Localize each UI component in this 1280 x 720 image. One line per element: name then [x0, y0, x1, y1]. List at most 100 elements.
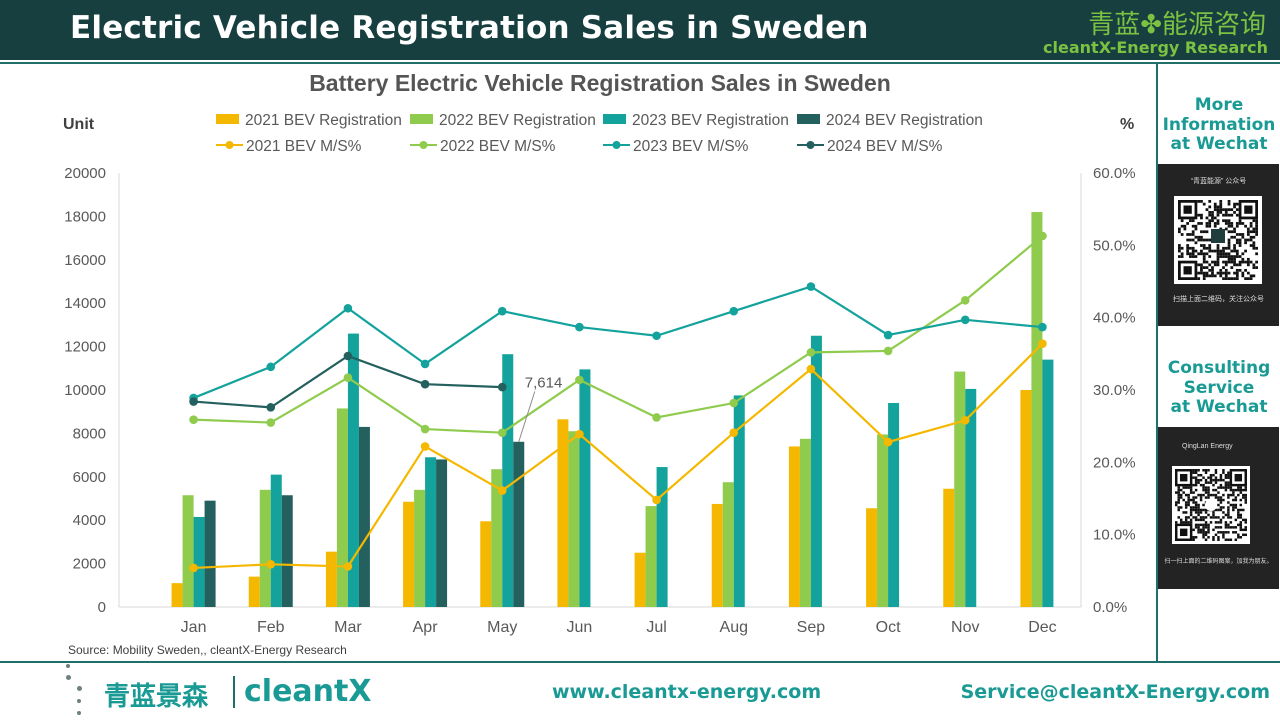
qr-module — [1200, 271, 1203, 275]
qr-module — [1216, 211, 1220, 214]
qr-module — [1230, 260, 1234, 264]
y2-tick-label: 20.0% — [1093, 454, 1136, 471]
qr-module — [1224, 481, 1228, 484]
qr-module — [1189, 521, 1193, 524]
qr-module — [1211, 216, 1214, 220]
qr-module — [1239, 486, 1243, 489]
qr-module — [1227, 202, 1231, 206]
qr-module — [1202, 266, 1206, 269]
qr-module — [1224, 211, 1228, 214]
bar — [1020, 390, 1032, 607]
qr-module — [1235, 202, 1239, 206]
qr-module — [1189, 491, 1193, 494]
qr-module — [1209, 516, 1213, 519]
qr-module — [1222, 498, 1225, 502]
bar — [480, 521, 492, 607]
qr-module — [1219, 200, 1223, 203]
website-link[interactable]: www.cleantx-energy.com — [552, 681, 822, 703]
qr-module — [1200, 252, 1203, 256]
qr-module — [1207, 493, 1210, 497]
qr-module — [1214, 481, 1218, 484]
email-link[interactable]: Service@cleantX-Energy.com — [960, 681, 1270, 703]
qr-module — [1237, 486, 1240, 489]
qr-module — [1233, 246, 1236, 250]
qr-module — [1234, 488, 1238, 492]
qr-module — [1235, 263, 1239, 267]
qr-module — [1216, 249, 1220, 253]
qr-module — [1200, 235, 1203, 239]
qr-module — [1186, 244, 1190, 247]
qr-module — [1184, 511, 1188, 514]
chart-title: Battery Electric Vehicle Registration Sa… — [309, 70, 891, 96]
line-point — [420, 379, 430, 389]
qr-module — [1230, 213, 1234, 217]
qr-module — [1233, 260, 1236, 264]
qr-module — [1177, 516, 1180, 519]
qr-module — [1209, 476, 1213, 479]
qr-module — [1202, 476, 1205, 479]
y-tick-label: 20000 — [64, 165, 106, 182]
qr-module — [1222, 506, 1225, 509]
legend-label: 2022 BEV Registration — [439, 112, 596, 129]
qr-module — [1227, 244, 1231, 247]
qr-module — [1252, 244, 1256, 247]
chart-lines — [189, 231, 1047, 573]
qr-module — [1219, 208, 1223, 212]
line-point — [189, 415, 198, 424]
qr-module — [1200, 266, 1203, 269]
qr-module — [1227, 493, 1230, 497]
footer-logo-separator — [233, 676, 235, 708]
qr-module — [1189, 255, 1192, 258]
qr-module — [1227, 473, 1230, 477]
qr-module — [1219, 526, 1223, 529]
qr-module — [1202, 488, 1205, 492]
qr-module — [1244, 533, 1247, 537]
qr-module — [1194, 481, 1198, 484]
qr-module — [1213, 222, 1217, 225]
consulting-qr-panel[interactable]: QingLan Energy 扫一扫上面的二维码图案，加我为朋友。 — [1158, 427, 1279, 589]
qr-module — [1216, 271, 1220, 275]
qr-module — [1202, 238, 1206, 242]
consulting-line-3: at Wechat — [1170, 397, 1268, 417]
qr-module — [1230, 255, 1234, 258]
qr-module — [1227, 260, 1231, 264]
qr-module — [1241, 233, 1245, 236]
bar — [722, 482, 734, 607]
qr-module — [1187, 486, 1190, 489]
qr-module — [1194, 503, 1198, 507]
qr-module — [1197, 277, 1201, 280]
qr-module — [1230, 235, 1234, 239]
legend-swatch — [603, 114, 626, 124]
qr-module — [1199, 518, 1203, 522]
qr-module — [1204, 496, 1208, 499]
qr-module — [1242, 493, 1245, 497]
line-point — [266, 418, 276, 427]
qr-module — [1187, 516, 1190, 519]
consulting-heading: Consulting Service at Wechat — [1158, 358, 1280, 418]
qr-module — [1208, 263, 1212, 267]
qr-module — [1244, 521, 1247, 524]
qr-module — [1227, 238, 1231, 242]
qr-module — [1208, 238, 1212, 242]
legend-label: 2021 BEV M/S% — [246, 138, 362, 155]
qr-module — [1224, 260, 1228, 264]
qr-module — [1233, 205, 1236, 209]
qr-module — [1194, 506, 1198, 509]
qr-module — [1217, 498, 1220, 502]
qr-module — [1214, 471, 1218, 474]
qr-module — [1229, 538, 1233, 541]
qr-module — [1235, 271, 1239, 275]
line-point — [1038, 339, 1047, 349]
qr-module — [1192, 491, 1195, 494]
qr-module — [1202, 533, 1205, 537]
qr-module — [1216, 208, 1220, 212]
qr-module — [1227, 513, 1230, 517]
qr-module — [1238, 244, 1242, 247]
qr-module — [1224, 513, 1228, 517]
bar — [799, 438, 811, 607]
legend-label: 2022 BEV M/S% — [440, 138, 556, 155]
legend-label: 2024 BEV M/S% — [827, 138, 943, 155]
bar — [645, 506, 657, 607]
wechat-qr-panel[interactable]: “青蓝能源” 公众号 扫描上面二维码，关注公众号 — [1158, 164, 1279, 326]
qr-module — [1233, 227, 1236, 231]
